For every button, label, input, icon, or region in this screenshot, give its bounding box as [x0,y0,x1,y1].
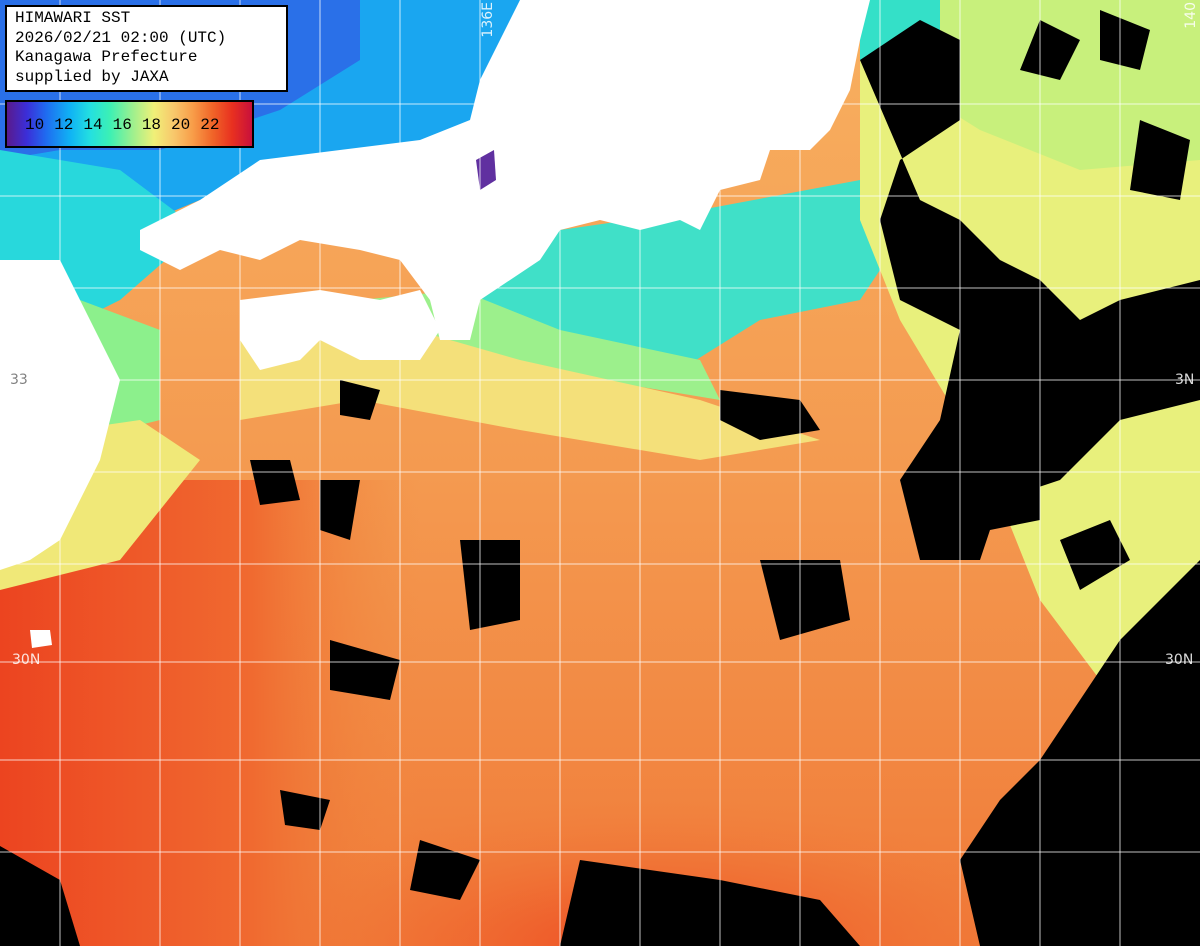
legend-label-14: 14 [83,116,103,134]
grid-label-33n-right: 3N [1175,372,1195,388]
grid-label-33n-left: 33 [10,372,28,388]
cloud-mask [0,10,1200,946]
grid-label-30n-right: 30N [1165,652,1194,668]
title-line-3: Kanagawa Prefecture [15,48,198,66]
legend-label-20: 20 [171,116,191,134]
legend-label-22: 22 [200,116,220,134]
cyan-water-kii [460,180,900,370]
color-legend: 10 12 14 16 18 20 22 [5,100,254,148]
legend-label-16: 16 [112,116,132,134]
legend-label-18: 18 [141,116,162,134]
legend-labels: 10 12 14 16 18 20 22 [25,116,219,134]
grid-label-136e: 136E [480,2,496,38]
island-awaji [476,150,496,190]
grid-label-30n-left: 30N [12,652,41,668]
title-line-1: HIMAWARI SST [15,9,131,27]
legend-label-12: 12 [54,116,74,134]
title-line-2: 2026/02/21 02:00 (UTC) [15,28,227,47]
grid-label-top-right: 140 [1183,2,1199,29]
legend-label-10: 10 [25,116,45,134]
title-line-4: supplied by JAXA [15,67,169,86]
land [0,0,870,648]
title-box: HIMAWARI SST 2026/02/21 02:00 (UTC) Kana… [5,5,288,92]
